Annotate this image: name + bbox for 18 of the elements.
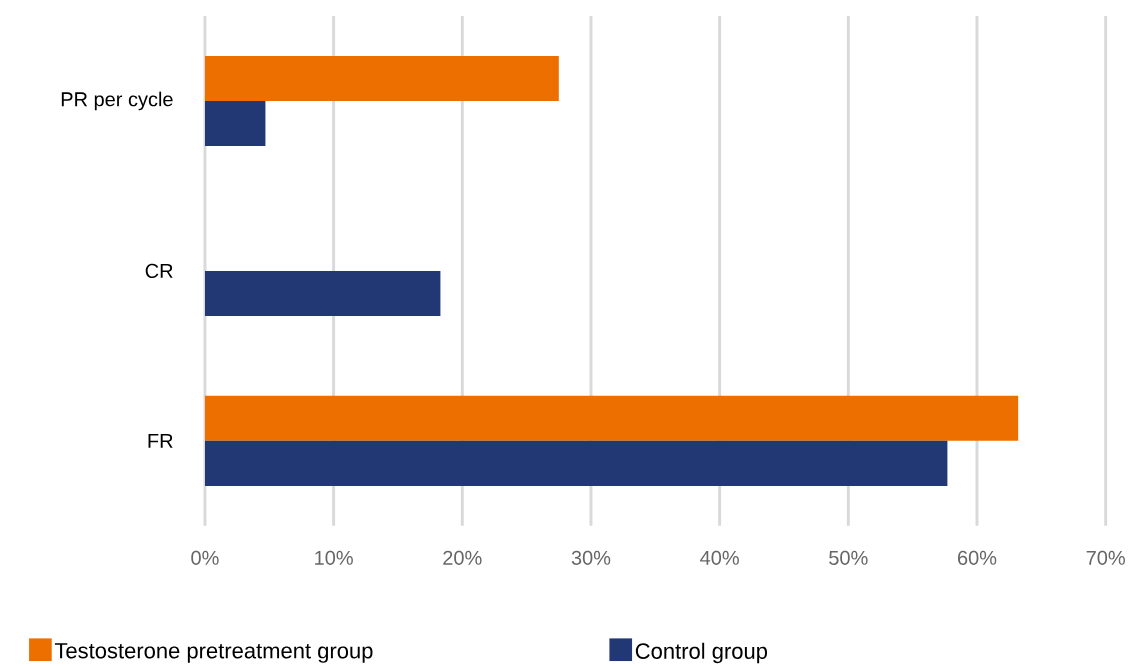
- x-tick-label: 10%: [315, 550, 353, 565]
- bar: [204, 440, 948, 486]
- x-tick-label: 40%: [700, 550, 739, 565]
- x-tick-label: 0%: [191, 550, 219, 565]
- bar: [204, 271, 441, 317]
- bar: [204, 395, 1019, 441]
- y-tick-label: PR per cycle: [61, 91, 173, 111]
- x-tick-label: 60%: [958, 550, 997, 565]
- x-tick-label: 30%: [571, 550, 611, 565]
- legend-label: Testosterone pretreatment group: [54, 643, 373, 663]
- legend-label: Control group: [635, 642, 768, 664]
- bar: [204, 101, 266, 147]
- bar: [204, 56, 559, 102]
- x-tick-label: 20%: [443, 550, 482, 565]
- x-tick-label: 50%: [829, 550, 868, 565]
- x-tick-label: 70%: [1086, 550, 1125, 565]
- y-tick-label: FR: [148, 434, 173, 448]
- y-tick-label: CR: [145, 263, 173, 279]
